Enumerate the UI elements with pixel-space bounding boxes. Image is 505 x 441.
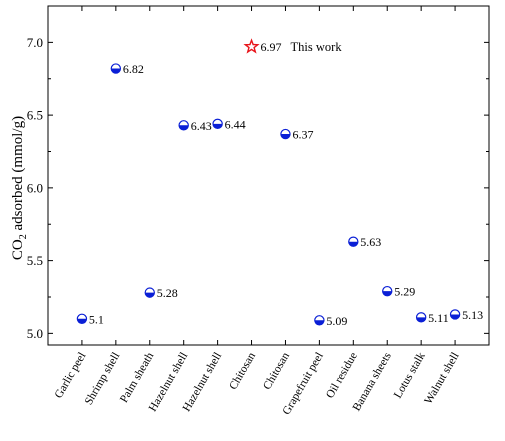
data-label: 5.29 (394, 285, 415, 299)
x-category-label: Shrimp shell (83, 351, 123, 408)
data-point (449, 309, 461, 320)
data-point (144, 287, 155, 298)
y-tick-label: 6.5 (27, 108, 43, 123)
x-category-label: Walnut shell (423, 350, 462, 406)
data-label: 6.44 (225, 117, 246, 131)
data-point (415, 312, 427, 323)
data-point (178, 120, 189, 131)
y-ticks: 5.0 5.5 6.0 6.5 7.0 (27, 35, 489, 341)
y-tick-label: 6.0 (27, 180, 43, 195)
y-tick-label: 5.0 (27, 326, 43, 341)
data-label: 5.63 (360, 235, 381, 249)
axes (47, 5, 490, 346)
data-label: 5.1 (89, 312, 104, 326)
data-label: 6.43 (191, 119, 212, 133)
data-label: 6.37 (292, 128, 313, 142)
x-category-label: Oil residue (324, 351, 360, 401)
data-label: 5.13 (462, 308, 483, 322)
data-label: 5.09 (326, 314, 347, 328)
x-category-label: Garlic peel (53, 351, 89, 401)
x-category-label: Palm sheath (118, 350, 156, 405)
y-tick-label: 5.5 (27, 253, 43, 268)
y-axis-title-sub: 2 (18, 234, 29, 239)
y-axis-title-main: CO (10, 239, 26, 260)
data-point (76, 313, 88, 325)
plot-frame (47, 5, 490, 346)
data-label: 6.97 (261, 40, 282, 54)
data-label: 5.28 (157, 286, 178, 300)
data-point (314, 315, 325, 326)
x-category-label: Chitosan (227, 350, 258, 392)
data-labels: 5.1 6.82 5.28 6.43 6.44 6.97 This work 6.37 5.09… (89, 40, 483, 328)
y-axis-title-rest: adsorbed (mmol/g) (10, 116, 26, 234)
data-label: 6.82 (123, 62, 144, 76)
x-category-label: Chitosan (261, 350, 292, 392)
y-axis-title: CO2 adsorbed (mmol/g) (10, 116, 29, 260)
data-label: 5.11 (428, 311, 449, 325)
data-point (280, 128, 291, 140)
highlight-star-point (243, 38, 260, 54)
this-work-annotation: This work (291, 40, 343, 54)
x-category-label: Lotus stalk (392, 350, 428, 400)
y-tick-label: 7.0 (27, 35, 43, 50)
data-point (212, 118, 223, 130)
data-point (110, 63, 122, 74)
data-points (76, 38, 461, 326)
data-point (348, 236, 359, 247)
data-point (382, 285, 393, 297)
